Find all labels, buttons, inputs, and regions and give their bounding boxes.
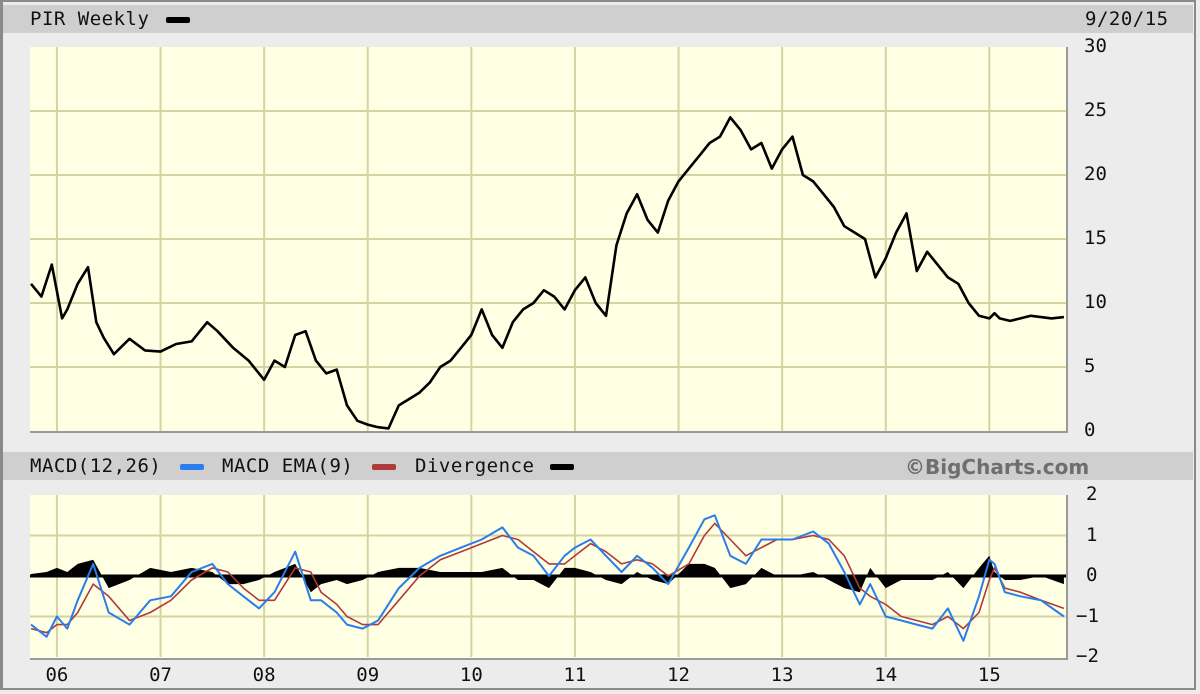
divergence-legend-swatch <box>550 464 574 470</box>
brand-watermark: ©BigCharts.com <box>905 455 1090 479</box>
price-y-tick: 0 <box>1084 419 1096 441</box>
macd-y-tick: 2 <box>1086 483 1098 505</box>
x-tick-label: 12 <box>667 664 690 686</box>
price-y-tick: 30 <box>1084 35 1107 57</box>
x-tick-label: 06 <box>45 664 69 686</box>
macd-line <box>30 514 1065 642</box>
price-legend-swatch <box>166 17 190 23</box>
x-tick-label: 09 <box>356 664 380 686</box>
chart-date: 9/20/15 <box>1085 8 1169 30</box>
macd-y-tick: −1 <box>1076 604 1099 627</box>
macd-y-tick: −2 <box>1076 645 1099 667</box>
price-header-bar <box>3 5 1193 33</box>
x-tick-label: 10 <box>459 664 483 686</box>
x-tick-label: 13 <box>770 664 794 686</box>
ema-legend-swatch <box>372 464 396 470</box>
price-y-tick: 5 <box>1084 355 1096 377</box>
macd-ema-line <box>30 522 1065 634</box>
macd-y-tick: 0 <box>1086 564 1098 586</box>
divergence-legend-label: Divergence <box>415 455 535 477</box>
price-y-tick: 10 <box>1084 291 1107 313</box>
x-tick-label: 11 <box>563 664 587 686</box>
x-tick-label: 15 <box>977 664 1001 686</box>
macd-legend-label: MACD(12,26) <box>30 455 162 477</box>
price-y-tick: 25 <box>1084 99 1107 121</box>
macd-y-tick: 1 <box>1086 523 1098 546</box>
divergence-area <box>31 555 1064 593</box>
x-tick-label: 14 <box>874 664 898 686</box>
macd-legend-swatch <box>180 464 204 470</box>
price-y-tick: 20 <box>1084 163 1107 185</box>
x-tick-label: 07 <box>149 664 172 686</box>
price-line <box>29 116 1065 430</box>
x-tick-label: 08 <box>252 664 276 686</box>
price-y-tick: 15 <box>1084 227 1107 249</box>
chart-title: PIR Weekly <box>30 8 150 30</box>
ema-legend-label: MACD EMA(9) <box>222 455 354 477</box>
